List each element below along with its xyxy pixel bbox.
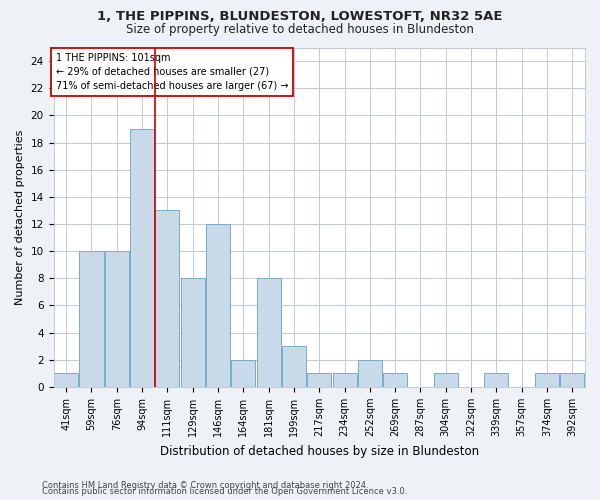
- Bar: [434, 374, 458, 387]
- Bar: [232, 360, 256, 387]
- Bar: [484, 374, 508, 387]
- Bar: [307, 374, 331, 387]
- Bar: [332, 374, 356, 387]
- Text: Size of property relative to detached houses in Blundeston: Size of property relative to detached ho…: [126, 22, 474, 36]
- Bar: [560, 374, 584, 387]
- Text: Contains public sector information licensed under the Open Government Licence v3: Contains public sector information licen…: [42, 488, 407, 496]
- Bar: [79, 251, 104, 387]
- Bar: [358, 360, 382, 387]
- Bar: [105, 251, 129, 387]
- Bar: [54, 374, 78, 387]
- Bar: [206, 224, 230, 387]
- Bar: [282, 346, 306, 387]
- Text: 1 THE PIPPINS: 101sqm
← 29% of detached houses are smaller (27)
71% of semi-deta: 1 THE PIPPINS: 101sqm ← 29% of detached …: [56, 53, 289, 91]
- X-axis label: Distribution of detached houses by size in Blundeston: Distribution of detached houses by size …: [160, 444, 479, 458]
- Bar: [383, 374, 407, 387]
- Bar: [181, 278, 205, 387]
- Bar: [257, 278, 281, 387]
- Text: Contains HM Land Registry data © Crown copyright and database right 2024.: Contains HM Land Registry data © Crown c…: [42, 481, 368, 490]
- Bar: [130, 129, 154, 387]
- Y-axis label: Number of detached properties: Number of detached properties: [15, 130, 25, 305]
- Bar: [155, 210, 179, 387]
- Text: 1, THE PIPPINS, BLUNDESTON, LOWESTOFT, NR32 5AE: 1, THE PIPPINS, BLUNDESTON, LOWESTOFT, N…: [97, 10, 503, 23]
- Bar: [535, 374, 559, 387]
